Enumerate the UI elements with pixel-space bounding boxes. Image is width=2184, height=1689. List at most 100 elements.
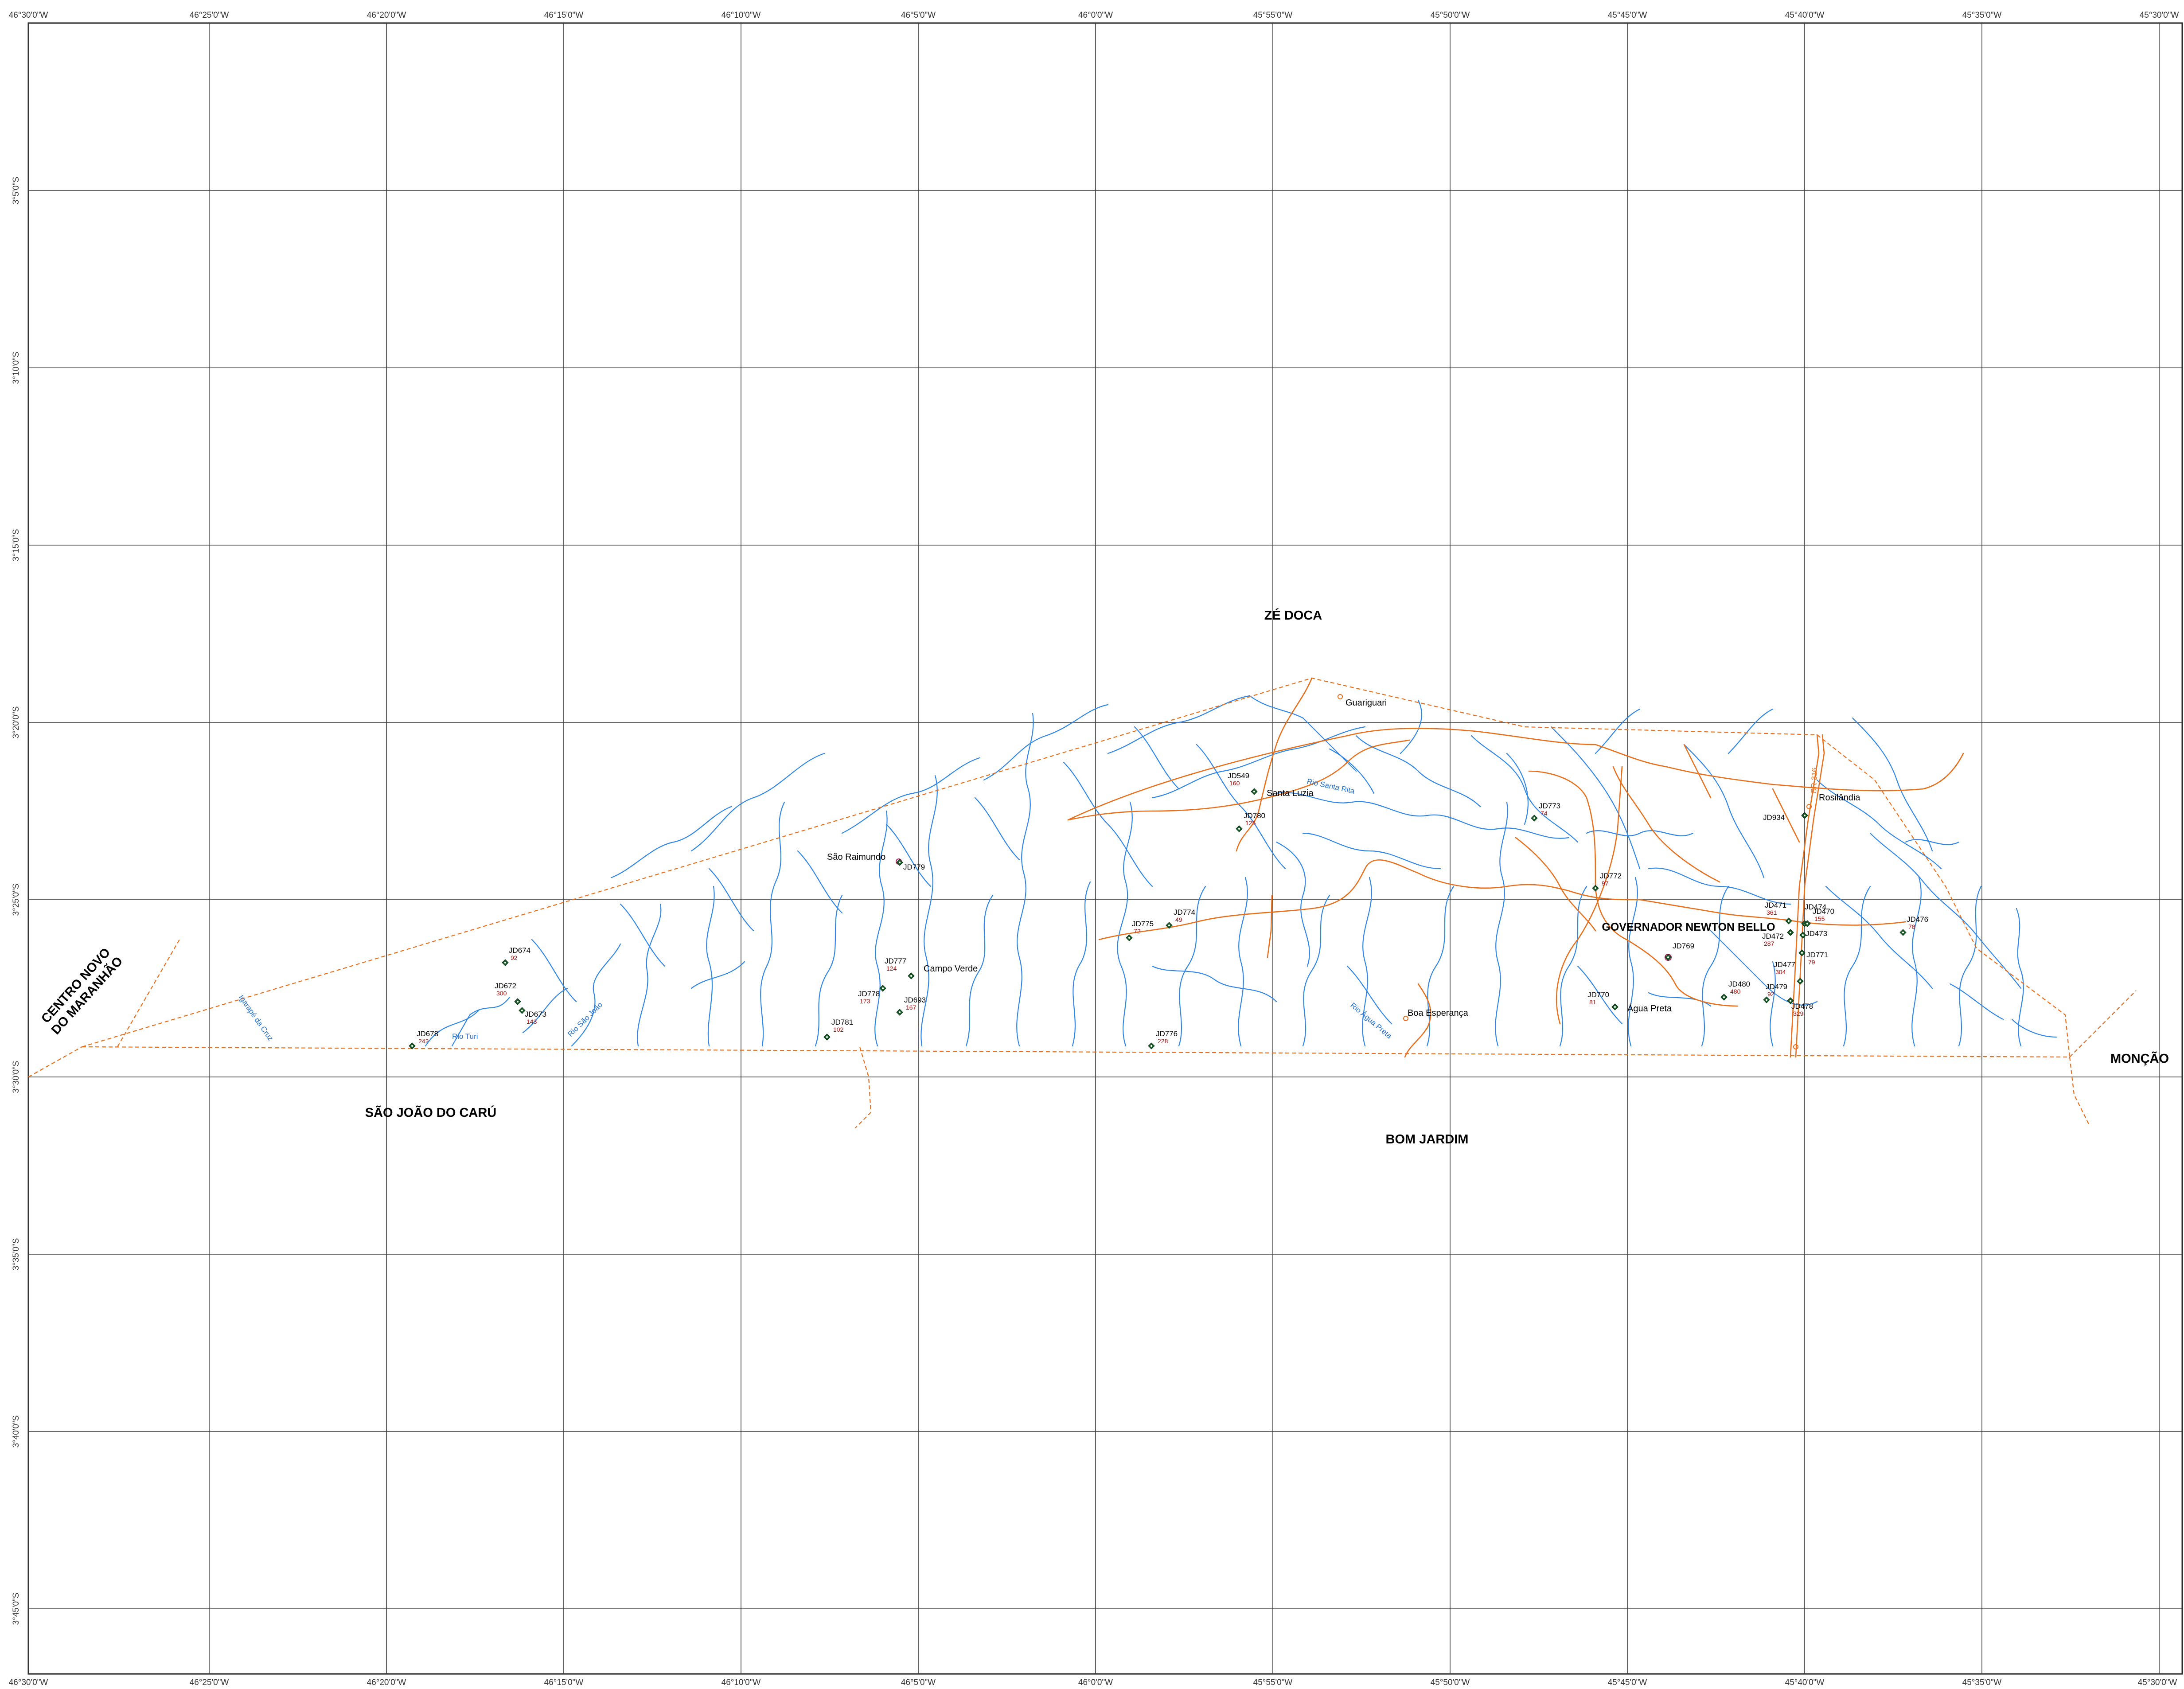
well-value-label: 81	[1589, 999, 1596, 1006]
river-line	[531, 939, 577, 1002]
well-id-label: JD478	[1791, 1002, 1813, 1010]
road-line	[1639, 899, 1907, 926]
well-marker-center	[1723, 996, 1725, 998]
settlement-marker	[1793, 1044, 1798, 1049]
lat-label: 3°15'0"S	[12, 529, 21, 562]
well-marker-center	[910, 975, 912, 977]
well-id-label: JD476	[1907, 915, 1928, 924]
well-marker-center	[1667, 956, 1669, 958]
lon-label: 45°40'0"W	[1785, 1678, 1825, 1687]
well-value-label: 167	[906, 1004, 916, 1011]
road-line	[1556, 766, 1623, 1025]
river-line	[571, 943, 621, 1047]
well-id-label: JD673	[525, 1010, 546, 1018]
longitude-labels-top: 46°30'0"W 46°25'0"W 46°20'0"W 46°15'0"W …	[9, 11, 2179, 20]
well-id-label: JD774	[1174, 908, 1195, 917]
road-line	[1612, 766, 1720, 883]
river-line	[1958, 885, 1982, 1047]
road-line	[1795, 734, 1825, 1058]
lon-label: 45°30'0"W	[2140, 11, 2179, 20]
municipality-label: ZÉ DOCA	[1264, 608, 1322, 623]
road-line	[1404, 983, 1431, 1058]
well-value-label: 361	[1767, 909, 1777, 916]
river-line	[1134, 726, 1180, 790]
well-marker-center	[1802, 934, 1804, 936]
river-line	[1072, 881, 1091, 1047]
lon-label: 45°35'0"W	[1962, 1678, 2002, 1687]
river-line	[1701, 885, 1729, 1047]
well-value-label: 72	[1134, 928, 1141, 935]
boundary-line	[2069, 990, 2137, 1057]
river-line	[708, 868, 754, 932]
river-line	[1016, 713, 1034, 1047]
boundary-line	[82, 677, 2071, 1057]
well-value-label: 160	[1229, 780, 1240, 787]
municipality-label: BOM JARDIM	[1386, 1132, 1469, 1147]
lon-label: 46°30'0"W	[9, 1678, 48, 1687]
boundary-line	[28, 1046, 82, 1077]
river-line	[706, 885, 715, 1047]
river-line	[974, 797, 1020, 861]
well-marker-center	[1804, 815, 1806, 816]
river-line	[920, 775, 938, 1047]
well-id-label: JD678	[417, 1030, 438, 1038]
well-id-label: JD672	[495, 982, 516, 990]
well-id-label: JD473	[1806, 929, 1827, 938]
river-line	[1063, 761, 1153, 887]
well-marker-center	[826, 1036, 828, 1038]
well-marker-center	[1533, 817, 1535, 819]
lat-label: 3°40'0"S	[12, 1416, 21, 1448]
municipal-boundaries	[28, 677, 2137, 1128]
river-line	[1905, 839, 1960, 845]
settlement-label: Água Preta	[1627, 1003, 1672, 1014]
well-marker-center	[1614, 1006, 1616, 1008]
well-id-label: JD776	[1156, 1030, 1178, 1038]
lat-label: 3°20'0"S	[12, 706, 21, 739]
river-line	[611, 806, 732, 878]
well-marker-center	[521, 1010, 523, 1011]
river-label: Rio Turi	[452, 1032, 478, 1041]
well-marker-center	[1799, 980, 1801, 982]
river-line	[1275, 841, 1310, 967]
river-line	[1151, 965, 1277, 1002]
well-id-label: JD674	[509, 946, 530, 955]
well-value-label: 74	[1540, 810, 1548, 817]
lon-label: 45°30'0"W	[2138, 1678, 2177, 1687]
well-value-label: 304	[1775, 968, 1786, 975]
well-marker-center	[1806, 923, 1808, 924]
river-line	[690, 753, 825, 852]
settlement-label: Santa Luzia	[1267, 788, 1314, 798]
river-line	[2016, 908, 2024, 1047]
well-value-label: 79	[1808, 959, 1815, 966]
river-line	[1648, 867, 1791, 905]
river-line	[1400, 699, 1422, 754]
river-line	[690, 961, 745, 989]
well-marker-center	[1128, 937, 1130, 939]
river-line	[1825, 885, 1933, 989]
lon-label: 45°35'0"W	[1962, 11, 2002, 20]
well-jd934: JD934	[1763, 812, 1808, 822]
well-jd769: JD769	[1665, 942, 1694, 961]
lon-label: 46°20'0"W	[367, 1678, 406, 1687]
well-id-label: JD780	[1244, 811, 1265, 820]
well-marker-center	[1766, 999, 1767, 1001]
river-line	[1586, 830, 1694, 836]
road-line	[1515, 837, 1596, 932]
road-line	[1098, 859, 1641, 940]
well-marker-center	[899, 1011, 901, 1013]
